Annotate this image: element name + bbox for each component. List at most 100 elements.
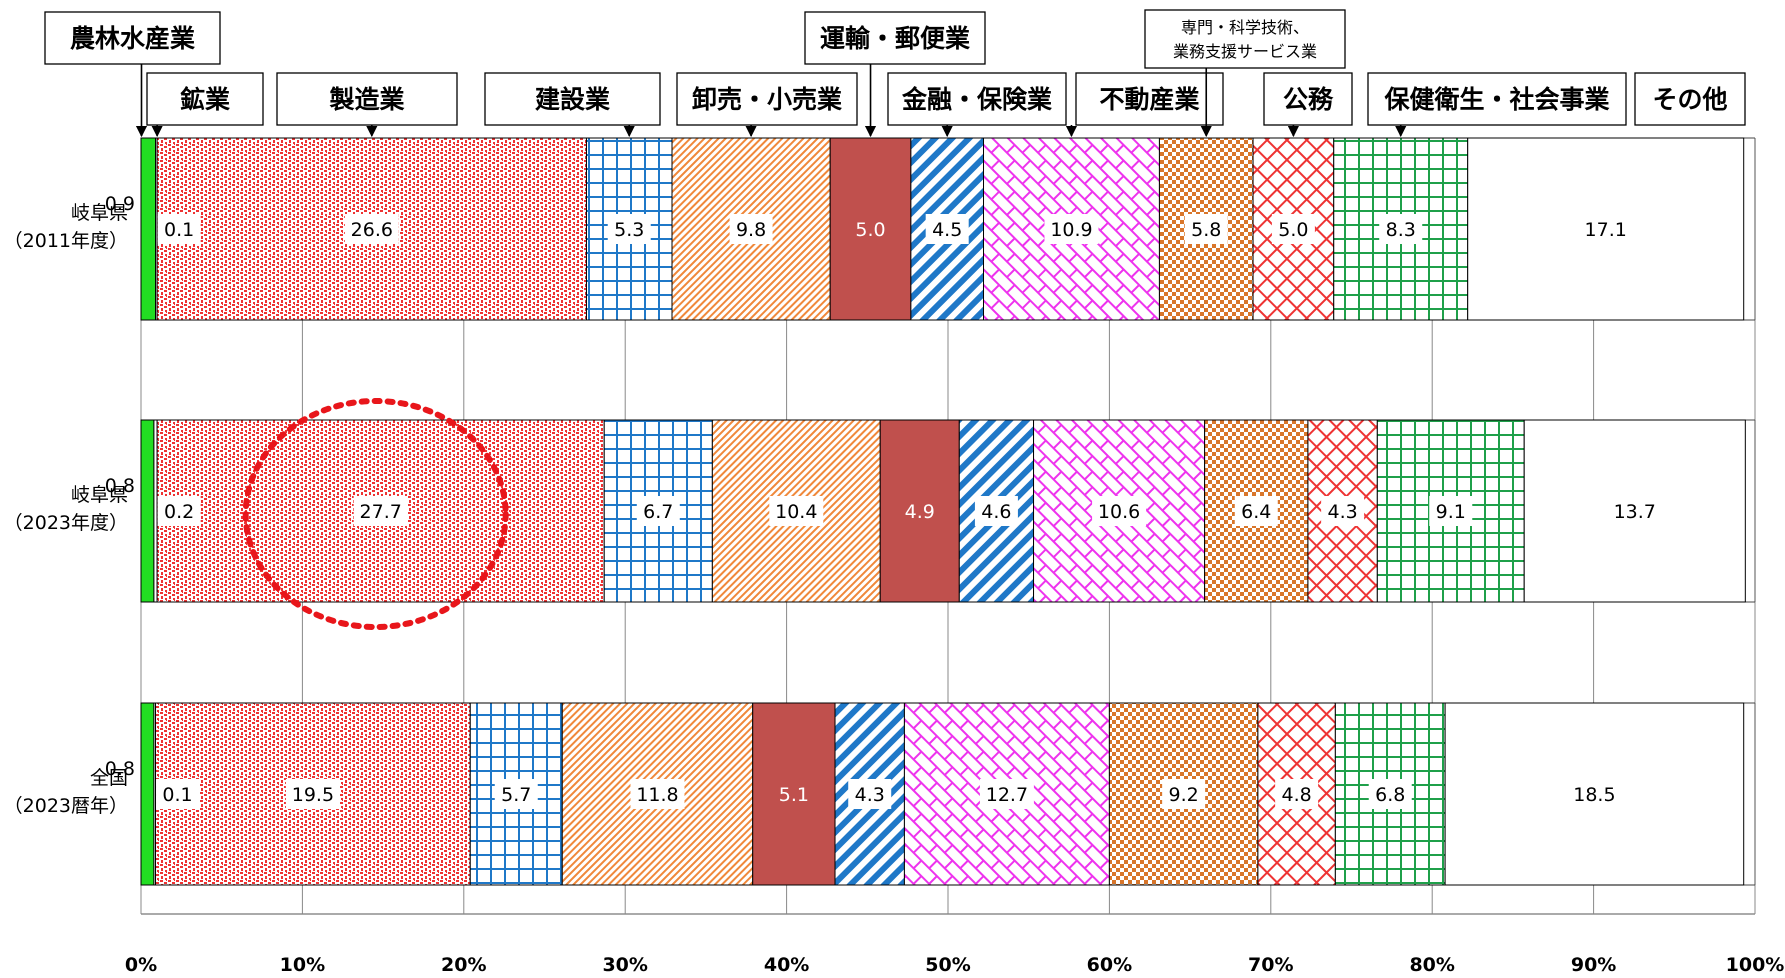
- data-label: 0.1: [164, 219, 194, 241]
- data-label: 4.3: [1328, 501, 1358, 523]
- bar-segment: [140, 702, 155, 886]
- data-label-bg: [1234, 496, 1278, 526]
- data-label: 27.7: [360, 501, 402, 523]
- callout-label: 建設業: [535, 85, 610, 114]
- data-label: 10.9: [1050, 219, 1092, 241]
- x-tick-label: 20%: [441, 954, 486, 976]
- bar-segment: [879, 419, 960, 603]
- bar-segment: [140, 419, 155, 603]
- callout-label: 業務支援サービス業: [1173, 42, 1317, 61]
- callout-label: 鉱業: [180, 85, 230, 114]
- category-label: （2023暦年）: [4, 795, 128, 817]
- data-label-bg: [607, 214, 651, 244]
- data-label-bg: [925, 214, 969, 244]
- data-label: 12.7: [986, 784, 1028, 806]
- data-label: 10.6: [1098, 501, 1140, 523]
- callout-box: [887, 72, 1067, 126]
- data-label-bg: [1092, 496, 1147, 526]
- data-label: 5.3: [614, 219, 644, 241]
- category-label: 岐阜県: [71, 202, 128, 224]
- bar-segment: [752, 702, 836, 886]
- x-tick-label: 80%: [1409, 954, 1454, 976]
- callout-label: 農林水産業: [70, 24, 195, 53]
- category-label: 岐阜県: [71, 484, 128, 506]
- x-tick-label: 40%: [764, 954, 809, 976]
- data-label-bg: [1429, 496, 1473, 526]
- data-label-bg: [1271, 214, 1315, 244]
- data-label: 10.4: [775, 501, 817, 523]
- data-label-bg: [630, 779, 685, 809]
- data-label-bg: [285, 779, 340, 809]
- callout-label: 金融・保険業: [901, 85, 1052, 114]
- data-label-bg: [1379, 214, 1423, 244]
- data-label-bg: [974, 496, 1018, 526]
- data-label: 9.2: [1169, 784, 1199, 806]
- data-label-bg: [344, 214, 399, 244]
- x-tick-label: 100%: [1726, 954, 1785, 976]
- data-label-bg: [353, 496, 408, 526]
- data-label: 6.8: [1375, 784, 1405, 806]
- bar-segment: [829, 137, 912, 321]
- data-label-bg: [636, 496, 680, 526]
- data-label: 11.8: [636, 784, 678, 806]
- data-label: 5.0: [855, 219, 885, 241]
- bar-segment: [140, 137, 157, 321]
- data-label-bg: [157, 214, 201, 244]
- callout-box: [44, 11, 221, 65]
- data-label: 9.8: [736, 219, 766, 241]
- data-label-bg: [494, 779, 538, 809]
- data-label-bg: [157, 496, 201, 526]
- data-label: 0.8: [105, 758, 135, 780]
- callout-box: [676, 72, 858, 126]
- callout-box: [1634, 72, 1746, 126]
- x-tick-label: 50%: [925, 954, 970, 976]
- data-label: 4.3: [855, 784, 885, 806]
- x-tick-label: 0%: [125, 954, 157, 976]
- callout-box: [1263, 72, 1353, 126]
- data-label: 4.9: [905, 501, 935, 523]
- data-label: 4.6: [981, 501, 1011, 523]
- data-label: 5.7: [501, 784, 531, 806]
- category-label: （2011年度）: [4, 230, 128, 252]
- highlight-circle: [242, 398, 509, 630]
- data-label: 5.1: [779, 784, 809, 806]
- callout-box: [484, 72, 661, 126]
- callout-label: 運輸・郵便業: [820, 24, 970, 53]
- data-label: 18.5: [1573, 784, 1615, 806]
- data-label-bg: [979, 779, 1034, 809]
- x-tick-label: 30%: [602, 954, 647, 976]
- data-label-bg: [1184, 214, 1228, 244]
- data-label: 8.3: [1386, 219, 1416, 241]
- labels-layer: 0.9 0.1 26.6 5.3 9.8 5.0 4.5 10.9 5.8 5.0 8.3 17.1 0…: [105, 193, 1662, 809]
- callout-box: [276, 72, 458, 126]
- callout-label: 不動産業: [1099, 85, 1199, 114]
- data-label-bg: [156, 779, 200, 809]
- x-tick-label: 60%: [1087, 954, 1132, 976]
- data-label: 5.8: [1191, 219, 1221, 241]
- callout-box: [804, 11, 986, 65]
- data-label-bg: [729, 214, 773, 244]
- category-label: （2023年度）: [4, 512, 128, 534]
- data-label: 0.2: [164, 501, 194, 523]
- data-label: 13.7: [1614, 501, 1656, 523]
- data-label: 17.1: [1585, 219, 1627, 241]
- data-label-bg: [769, 496, 824, 526]
- x-tick-label: 10%: [280, 954, 325, 976]
- data-label: 26.6: [351, 219, 393, 241]
- category-label: 全国: [90, 767, 128, 789]
- callout-label: その他: [1652, 85, 1727, 114]
- axis-layer: 0% 10% 20% 30% 40% 50% 60% 70% 80% 90% 100% 岐阜県 （201…: [4, 202, 1785, 976]
- data-label-bg: [1275, 779, 1319, 809]
- data-label: 6.7: [643, 501, 673, 523]
- callout-label: 卸売・小売業: [692, 85, 842, 114]
- callout-box: [1367, 72, 1627, 126]
- callout-label: 公務: [1283, 85, 1334, 114]
- data-label: 19.5: [292, 784, 334, 806]
- callout-label: 保健衛生・社会事業: [1383, 85, 1609, 114]
- data-label: 4.8: [1282, 784, 1312, 806]
- callout-label: 製造業: [328, 85, 404, 114]
- data-label-bg: [848, 779, 892, 809]
- callout-box: [146, 72, 264, 126]
